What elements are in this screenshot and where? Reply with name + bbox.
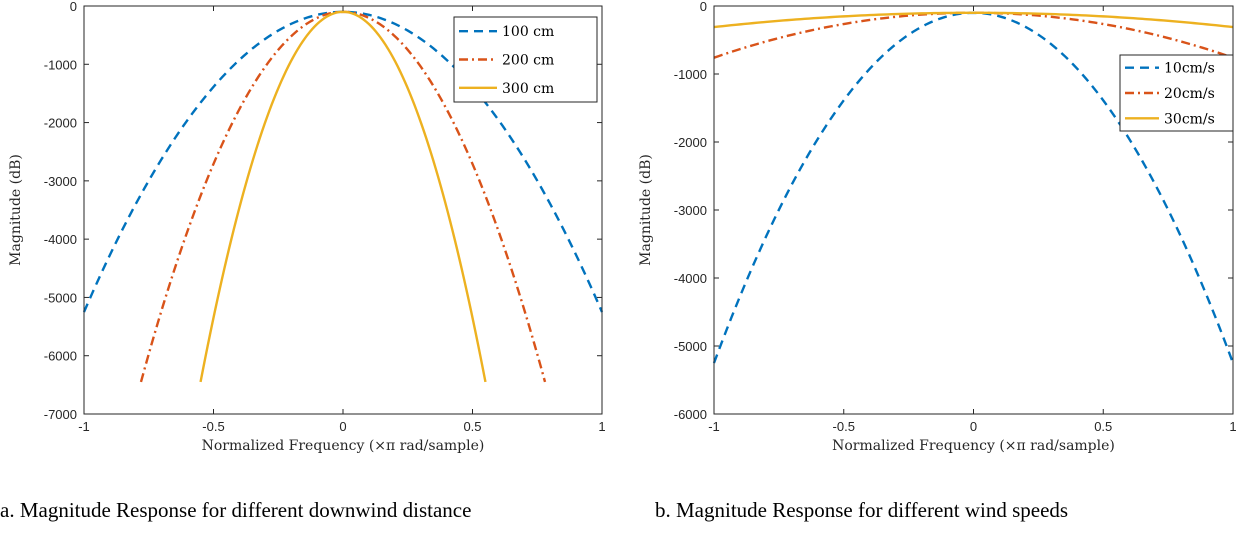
legend: 10cm/s 20cm/s 30cm/s	[1119, 54, 1234, 132]
y-tick-label: -5000	[44, 290, 77, 305]
series-line-1	[82, 10, 604, 313]
legend: 100 cm 200 cm 300 cm	[453, 16, 598, 103]
x-tick-label: 1	[598, 419, 605, 434]
x-axis-label: Normalized Frequency (×π rad/sample)	[202, 438, 485, 454]
legend-label-2: 20cm/s	[1164, 86, 1215, 102]
y-tick-label: -1000	[44, 57, 77, 72]
y-tick-label: -4000	[44, 232, 77, 247]
x-tick-label: 1	[1229, 419, 1236, 434]
series-group	[82, 10, 604, 383]
x-tick-label: 0.5	[1094, 419, 1112, 434]
y-axis-label: Magnitude (dB)	[638, 154, 654, 266]
caption-b: b. Magnitude Response for different wind…	[655, 498, 1069, 522]
legend-label-1: 100 cm	[502, 24, 554, 40]
legend-label-1: 10cm/s	[1164, 61, 1215, 77]
y-tick-label: -6000	[44, 349, 77, 364]
y-tick-label: 0	[700, 0, 707, 14]
y-tick-label: -4000	[674, 271, 707, 286]
y-tick-label: -5000	[674, 339, 707, 354]
legend-label-3: 30cm/s	[1164, 111, 1215, 127]
series-line-3	[199, 10, 487, 383]
y-tick-label: -1000	[674, 67, 707, 82]
legend-label-3: 300 cm	[502, 81, 554, 97]
y-tick-label: -2000	[44, 116, 77, 131]
x-axis-label: Normalized Frequency (×π rad/sample)	[832, 438, 1115, 454]
chart-b-magnitude-response-wind-speeds: -1 -0.5 0 0.5 1 0 -1000 -2000 -3000 -4000 -5000 -60…	[638, 0, 1237, 454]
series-group	[712, 11, 1235, 364]
series-line-3	[713, 11, 1234, 29]
x-tick-label: -0.5	[202, 419, 224, 434]
x-tick-label: -1	[708, 419, 720, 434]
y-tick-label: -2000	[674, 135, 707, 150]
y-tick-label: -6000	[674, 407, 707, 422]
y-axis-label: Magnitude (dB)	[8, 154, 24, 266]
y-tick-label: -3000	[674, 203, 707, 218]
y-tick-label: -3000	[44, 174, 77, 189]
y-tick-label: 0	[70, 0, 77, 14]
x-tick-label: -1	[78, 419, 90, 434]
x-tick-label: -0.5	[833, 419, 855, 434]
y-tick-label: -7000	[44, 407, 77, 422]
caption-a: a. Magnitude Response for different down…	[0, 498, 472, 522]
x-tick-label: 0.5	[463, 419, 481, 434]
legend-label-2: 200 cm	[502, 53, 554, 69]
series-line-2	[713, 11, 1234, 59]
x-tick-label: 0	[970, 419, 977, 434]
x-tick-label: 0	[339, 419, 346, 434]
chart-a-magnitude-response-downwind-distance: -1 -0.5 0 0.5 1 0 -1000 -2000 -3000 -4000 -5000 -60…	[8, 0, 606, 454]
